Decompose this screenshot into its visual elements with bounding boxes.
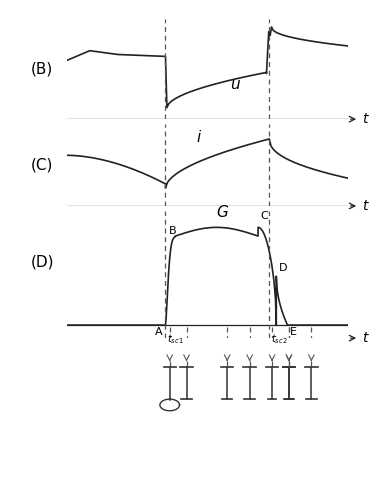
Text: $t_{sc2}$: $t_{sc2}$ bbox=[271, 333, 287, 346]
Text: (C): (C) bbox=[31, 157, 53, 172]
Text: E: E bbox=[290, 327, 297, 337]
Text: $G$: $G$ bbox=[217, 203, 230, 219]
Text: $t_{sc1}$: $t_{sc1}$ bbox=[167, 333, 184, 346]
Text: D: D bbox=[279, 263, 288, 273]
Text: $t$: $t$ bbox=[362, 199, 370, 213]
Text: A: A bbox=[154, 327, 162, 337]
Text: (D): (D) bbox=[31, 255, 54, 270]
Text: $u$: $u$ bbox=[230, 77, 241, 92]
Text: C: C bbox=[261, 211, 269, 221]
Text: $t$: $t$ bbox=[362, 112, 370, 126]
Text: B: B bbox=[169, 226, 176, 236]
Text: (B): (B) bbox=[31, 62, 53, 77]
Text: $i$: $i$ bbox=[196, 129, 202, 145]
Text: $t$: $t$ bbox=[362, 331, 370, 345]
